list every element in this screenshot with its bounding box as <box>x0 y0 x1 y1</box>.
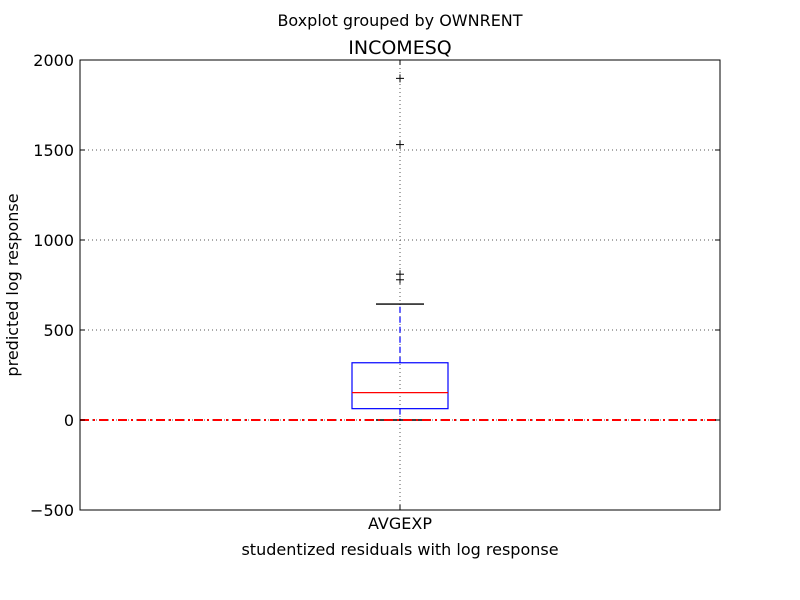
y-tick-label: 0 <box>64 411 74 430</box>
y-tick-label: 2000 <box>33 51 74 70</box>
chart-title: INCOMESQ <box>348 37 451 59</box>
y-tick-label: 1500 <box>33 141 74 160</box>
x-axis-label: studentized residuals with log response <box>241 540 558 559</box>
box-iqr <box>351 362 449 410</box>
outlier-point <box>396 270 404 279</box>
outlier-point <box>396 74 404 83</box>
box-layer <box>351 74 449 421</box>
y-tick-label: 1000 <box>33 231 74 250</box>
y-tick-label: 500 <box>43 321 74 340</box>
y-tick-label: −500 <box>30 501 74 520</box>
figure-suptitle: Boxplot grouped by OWNRENT <box>277 11 522 30</box>
y-axis-label: predicted log response <box>3 193 22 376</box>
x-tick-label: AVGEXP <box>368 514 432 533</box>
axis-ticks: −500 0 500 1000 1500 2000 AVGEXP <box>30 51 720 533</box>
outlier-point <box>396 140 404 149</box>
